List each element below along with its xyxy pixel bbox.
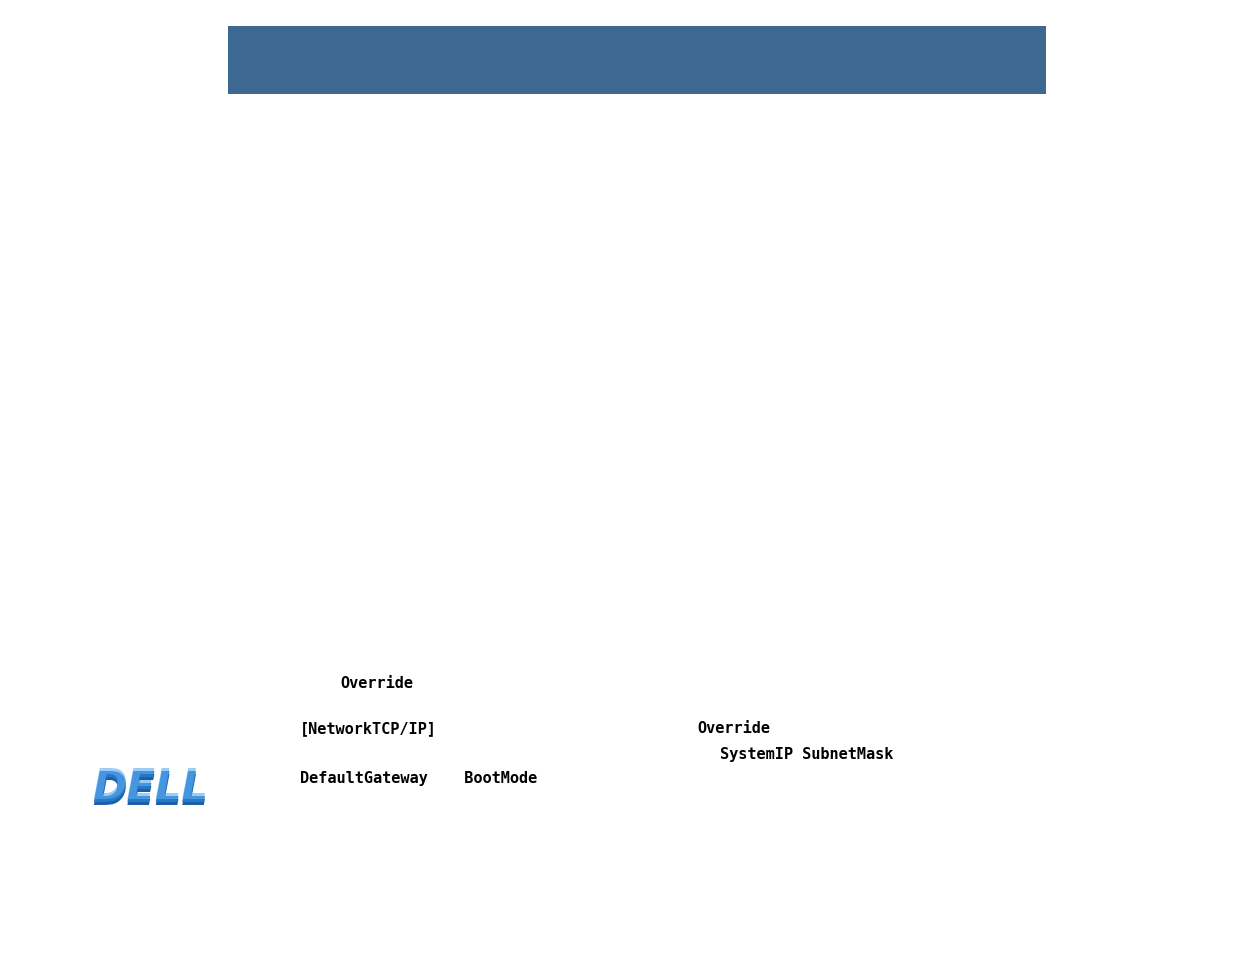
Text: [NetworkTCP/IP]: [NetworkTCP/IP] (300, 720, 437, 736)
Text: DefaultGateway    BootMode: DefaultGateway BootMode (300, 771, 537, 785)
Text: Override: Override (697, 720, 769, 736)
Text: Override: Override (340, 675, 412, 690)
Text: DELL: DELL (93, 771, 207, 813)
Bar (228, 27, 1046, 95)
Text: SystemIP SubnetMask: SystemIP SubnetMask (720, 747, 893, 761)
Text: DELL: DELL (93, 768, 207, 810)
Text: DELL: DELL (93, 765, 207, 807)
